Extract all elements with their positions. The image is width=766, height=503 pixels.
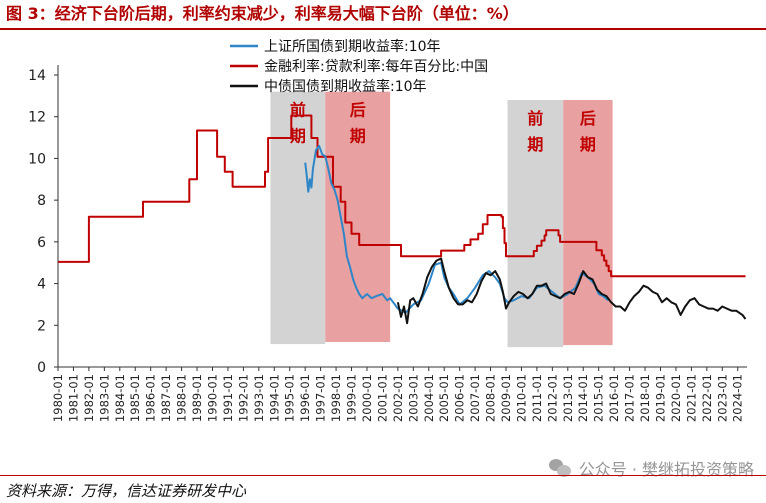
- x-tick-label: 1991-01: [221, 374, 235, 422]
- x-tick-label: 2018-01: [638, 374, 652, 422]
- shaded-period-1: [270, 91, 326, 345]
- x-tick-label: 1995-01: [283, 374, 297, 422]
- legend-label-2: 金融利率:贷款利率:每年百分比:中国: [264, 58, 488, 75]
- x-tick-label: 2011-01: [530, 374, 544, 422]
- x-tick-label: 1980-01: [51, 374, 65, 422]
- footer-divider: [0, 475, 766, 476]
- x-tick-label: 1994-01: [267, 374, 281, 422]
- x-tick-label: 2010-01: [514, 374, 528, 422]
- shaded-period-3: [507, 100, 564, 348]
- x-tick-label: 2022-01: [700, 374, 714, 422]
- period-label-top-3: 前: [527, 109, 543, 128]
- period-label-top-2: 后: [350, 101, 366, 120]
- y-tick-label: 2: [37, 318, 46, 334]
- wechat-icon: [548, 459, 571, 477]
- x-tick-label: 2017-01: [623, 374, 637, 422]
- x-tick-label: 2002-01: [391, 374, 405, 422]
- x-tick-label: 2015-01: [592, 374, 606, 422]
- x-tick-label: 1993-01: [252, 374, 266, 422]
- shaded-period-2: [325, 91, 391, 342]
- x-tick-label: 2023-01: [715, 374, 729, 422]
- period-label-top-4: 后: [580, 109, 596, 128]
- shaded-periods: [270, 91, 613, 348]
- y-tick-label: 4: [37, 277, 46, 293]
- x-tick-label: 2005-01: [437, 374, 451, 422]
- x-tick-label: 1996-01: [298, 374, 312, 422]
- x-tick-label: 2007-01: [468, 374, 482, 422]
- x-tick-label: 1990-01: [205, 374, 219, 422]
- x-tick-label: 1985-01: [128, 374, 142, 422]
- series-line-2: [304, 144, 609, 314]
- x-tick-label: 2003-01: [406, 374, 420, 422]
- x-tick-label: 2016-01: [607, 374, 621, 422]
- legend-label-3: 中债国债到期收益率:10年: [264, 78, 427, 95]
- x-tick-label: 1986-01: [144, 374, 158, 422]
- legend-label-1: 上证所国债到期收益率:10年: [264, 38, 441, 55]
- chart-title: 图 3：经济下台阶后期，利率约束减少，利率易大幅下台阶（单位：%）: [6, 4, 519, 23]
- x-tick-label: 1987-01: [159, 374, 173, 422]
- shaded-period-4: [563, 100, 613, 346]
- x-tick-label: 1997-01: [314, 374, 328, 422]
- period-label-bottom-3: 期: [527, 135, 543, 154]
- period-label-bottom-1: 期: [290, 127, 306, 146]
- x-tick-label: 1998-01: [329, 374, 343, 422]
- x-tick-label: 1982-01: [82, 374, 96, 422]
- period-label-top-1: 前: [290, 101, 306, 120]
- x-tick-label: 1983-01: [97, 374, 111, 422]
- y-tick-label: 6: [37, 235, 46, 251]
- source-note: 资料来源：万得，信达证券研发中心: [6, 482, 247, 500]
- x-tick-label: 1984-01: [113, 374, 127, 422]
- x-tick-label: 2008-01: [484, 374, 498, 422]
- x-tick-label: 2012-01: [545, 374, 559, 422]
- watermark-text: 公众号 · 樊继拓投资策略: [578, 460, 754, 479]
- y-tick-label: 10: [28, 151, 46, 167]
- x-tick-label: 2009-01: [499, 374, 513, 422]
- y-tick-label: 8: [37, 193, 46, 209]
- series-lines: [58, 114, 747, 325]
- x-tick-label: 1992-01: [236, 374, 250, 422]
- x-tick-label: 1989-01: [190, 374, 204, 422]
- x-tick-label: 2024-01: [731, 374, 745, 422]
- x-tick-label: 2021-01: [684, 374, 698, 422]
- series-line-1: [58, 114, 746, 278]
- period-label-bottom-2: 期: [350, 127, 366, 146]
- series-line-3: [396, 257, 747, 325]
- x-tick-label: 2006-01: [453, 374, 467, 422]
- title-divider: [0, 28, 766, 30]
- y-tick-label: 0: [37, 360, 46, 376]
- period-label-bottom-4: 期: [580, 135, 596, 154]
- y-tick-label: 12: [28, 110, 46, 126]
- x-tick-label: 2004-01: [422, 374, 436, 422]
- x-tick-label: 2000-01: [360, 374, 374, 422]
- x-tick-label: 2001-01: [375, 374, 389, 422]
- x-tick-label: 2019-01: [653, 374, 667, 422]
- x-tick-label: 2013-01: [561, 374, 575, 422]
- x-tick-label: 1981-01: [66, 374, 80, 422]
- legend: 上证所国债到期收益率:10年金融利率:贷款利率:每年百分比:中国中债国债到期收益…: [230, 38, 488, 95]
- x-tick-label: 2020-01: [669, 374, 683, 422]
- y-tick-label: 14: [28, 68, 46, 84]
- x-tick-label: 1999-01: [345, 374, 359, 422]
- watermark: 公众号 · 樊继拓投资策略: [548, 456, 754, 480]
- x-tick-label: 1988-01: [175, 374, 189, 422]
- x-tick-label: 2014-01: [576, 374, 590, 422]
